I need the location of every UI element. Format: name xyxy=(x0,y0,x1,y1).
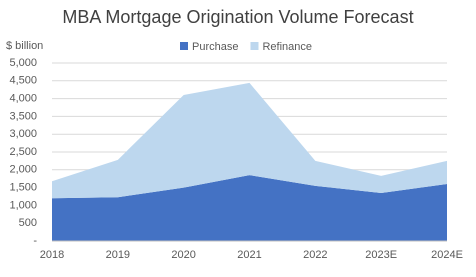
y-tick-label: 5,000 xyxy=(9,57,37,69)
y-tick-label: 2,000 xyxy=(9,164,37,176)
x-tick-label: 2023E xyxy=(365,249,397,261)
x-tick-label: 2021 xyxy=(237,249,261,261)
x-tick-label: 2019 xyxy=(106,249,130,261)
y-tick-label: - xyxy=(33,235,37,247)
legend-label: Refinance xyxy=(262,41,312,53)
x-tick-label: 2022 xyxy=(303,249,327,261)
area xyxy=(52,175,447,241)
x-tick-label: 2018 xyxy=(40,249,64,261)
area xyxy=(52,82,447,199)
y-axis-label: $ billion xyxy=(6,40,43,52)
y-tick-label: 500 xyxy=(19,217,37,229)
y-tick-label: 4,500 xyxy=(9,75,37,87)
legend-swatch xyxy=(250,42,259,50)
chart-title: MBA Mortgage Origination Volume Forecast xyxy=(62,7,413,27)
y-tick-label: 2,500 xyxy=(9,146,37,158)
legend-label: Purchase xyxy=(192,41,238,53)
y-tick-label: 3,000 xyxy=(9,128,37,140)
y-tick-label: 1,500 xyxy=(9,182,37,194)
y-tick-label: 1,000 xyxy=(9,199,37,211)
legend-swatch xyxy=(180,42,188,50)
y-tick-label: 4,000 xyxy=(9,93,37,105)
y-tick-label: 3,500 xyxy=(9,110,37,122)
x-tick-label: 2024E xyxy=(431,249,463,261)
x-tick-label: 2020 xyxy=(171,249,195,261)
